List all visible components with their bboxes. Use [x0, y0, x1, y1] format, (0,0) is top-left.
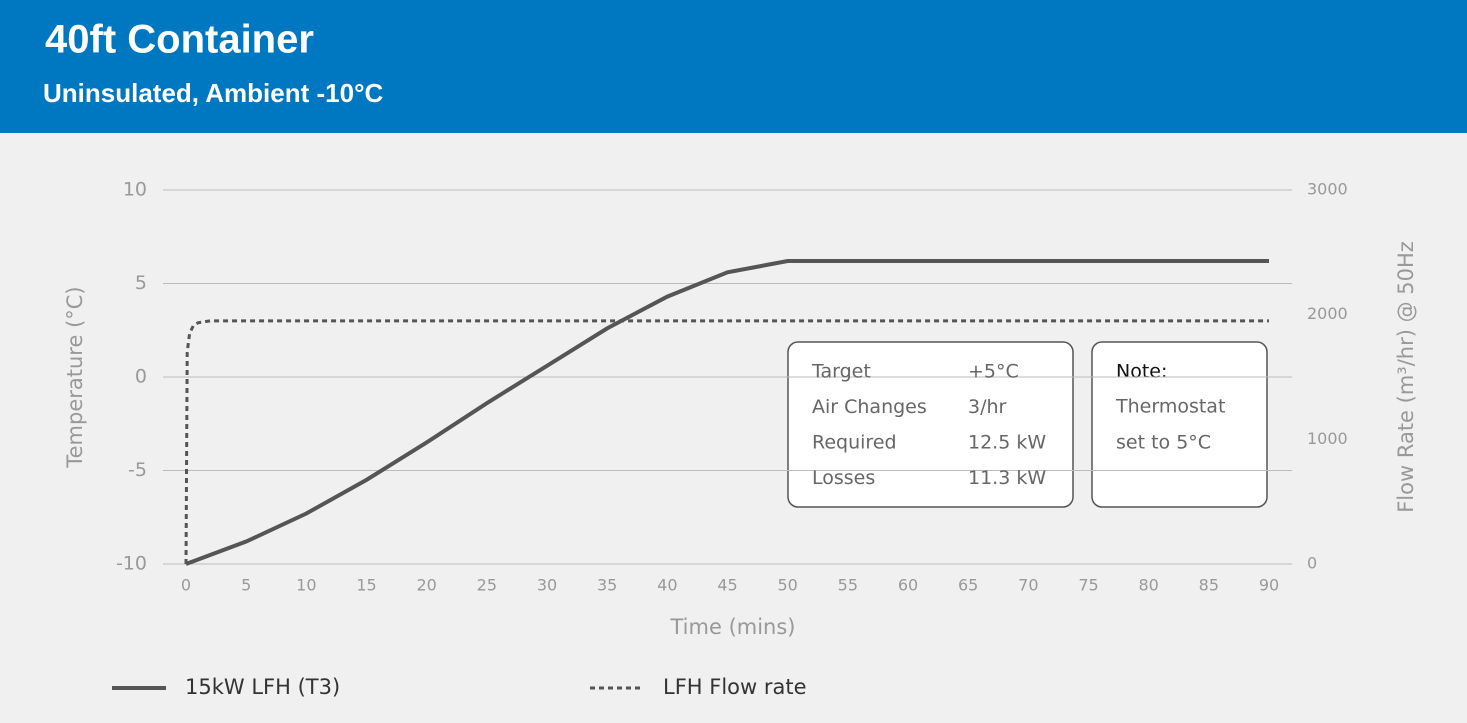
x-tick-label: 35 [597, 576, 617, 595]
y-tick-label: -5 [128, 459, 147, 481]
x-tick-label: 10 [296, 576, 316, 595]
x-tick-label: 0 [181, 576, 191, 595]
note-box [1091, 341, 1268, 508]
y-tick-label: 5 [135, 272, 147, 294]
series-line [184, 319, 1269, 565]
info-label: Target [811, 361, 871, 383]
x-tick-label: 85 [1199, 576, 1219, 595]
y-axis-label: Temperature (°C) [63, 286, 87, 468]
legend-label: LFH Flow rate [663, 675, 807, 699]
note-line: Thermostat [1115, 396, 1225, 418]
chart-subtitle: Uninsulated, Ambient -10°C [43, 78, 383, 108]
info-value: 3/hr [968, 396, 1007, 418]
x-tick-label: 40 [657, 576, 677, 595]
header-band [0, 0, 1467, 133]
y2-tick-label: 3000 [1307, 180, 1348, 199]
x-tick-label: 65 [958, 576, 978, 595]
info-value: 11.3 kW [968, 467, 1046, 489]
x-tick-label: 25 [477, 576, 497, 595]
x-tick-label: 5 [241, 576, 251, 595]
x-tick-label: 20 [416, 576, 436, 595]
x-tick-label: 80 [1138, 576, 1158, 595]
info-box [787, 341, 1074, 508]
info-value: +5°C [968, 361, 1019, 383]
x-tick-label: 15 [356, 576, 376, 595]
y-tick-label: 10 [123, 179, 147, 201]
y2-tick-label: 2000 [1307, 304, 1348, 323]
note-line: set to 5°C [1116, 432, 1211, 454]
chart-title: 40ft Container [45, 18, 314, 62]
x-tick-label: 90 [1259, 576, 1279, 595]
x-tick-label: 60 [898, 576, 918, 595]
x-axis-label: Time (mins) [670, 615, 796, 639]
y2-tick-label: 1000 [1307, 429, 1348, 448]
info-value: 12.5 kW [968, 432, 1046, 454]
x-tick-label: 55 [838, 576, 858, 595]
series-line [185, 259, 1269, 566]
y2-tick-label: 0 [1307, 554, 1317, 573]
y-tick-label: 0 [135, 366, 147, 388]
x-tick-label: 30 [537, 576, 557, 595]
note-title: Note: [1116, 361, 1167, 383]
y2-axis-label: Flow Rate (m³/hr) @ 50Hz [1394, 241, 1418, 513]
y-tick-label: -10 [116, 553, 147, 575]
x-tick-label: 70 [1018, 576, 1038, 595]
info-label: Losses [812, 467, 875, 489]
info-label: Required [812, 432, 897, 454]
x-tick-label: 75 [1078, 576, 1098, 595]
x-tick-label: 50 [777, 576, 797, 595]
x-tick-label: 45 [717, 576, 737, 595]
legend-label: 15kW LFH (T3) [185, 675, 340, 699]
info-label: Air Changes [812, 396, 927, 418]
